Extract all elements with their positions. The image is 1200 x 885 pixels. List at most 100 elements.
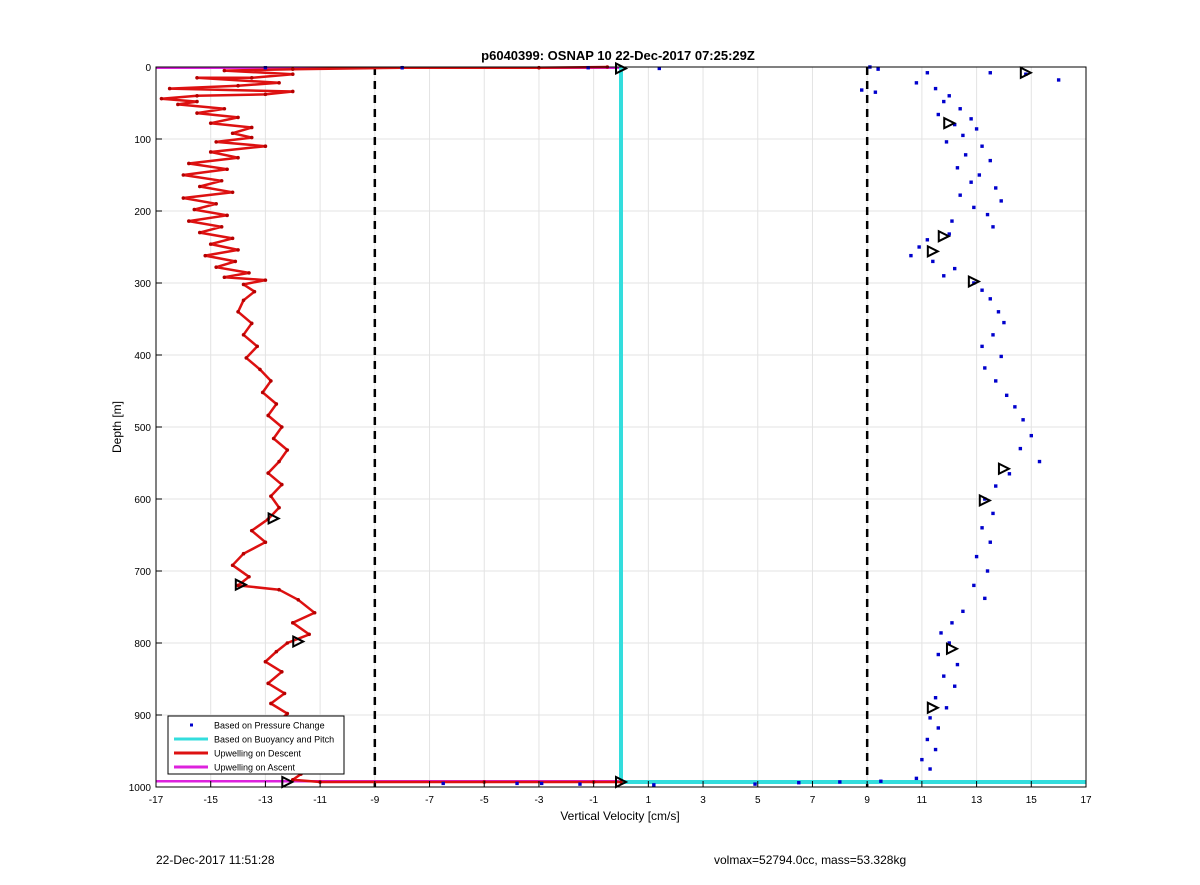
y-tick-label: 1000	[129, 783, 152, 794]
x-tick-label: -13	[258, 795, 273, 806]
y-tick-label: 700	[134, 567, 151, 578]
pressure-point	[999, 199, 1003, 203]
descent-point	[197, 184, 202, 189]
pressure-point	[876, 67, 880, 71]
descent-point	[214, 140, 218, 144]
y-tick-label: 200	[134, 207, 151, 218]
descent-point	[208, 150, 213, 154]
descent-point	[290, 72, 295, 76]
y-axis-label: Depth [m]	[110, 401, 124, 453]
x-tick-label: -17	[149, 795, 164, 806]
x-tick-label: -11	[313, 795, 327, 806]
pressure-point	[860, 88, 864, 92]
pressure-point	[947, 641, 951, 645]
pressure-point	[1037, 459, 1042, 464]
descent-point	[230, 190, 235, 195]
triangle-marker	[1019, 66, 1034, 80]
pressure-point	[994, 379, 998, 383]
descent-point	[230, 563, 235, 568]
pressure-point	[958, 193, 962, 197]
pressure-point	[939, 631, 943, 635]
descent-point	[187, 219, 191, 223]
descent-point	[269, 379, 273, 383]
axis-ticks: -17 -15 -13 -11 -9 -7 -5 -3 -1 1 3 5 7 9 11 13 15 1701002…	[129, 63, 1092, 806]
descent-point	[307, 632, 311, 637]
triangle-marker	[967, 274, 982, 289]
descent-point	[277, 459, 281, 464]
descent-point	[236, 310, 240, 314]
pressure-point	[974, 554, 979, 559]
descent-point	[266, 681, 270, 686]
pressure-point	[914, 81, 919, 85]
pressure-point	[980, 144, 984, 148]
descent-point	[280, 425, 284, 429]
y-tick-label: 400	[134, 351, 151, 362]
pressure-point	[1018, 446, 1023, 451]
descent-point	[219, 225, 224, 229]
descent-point	[263, 92, 268, 97]
descent-point	[263, 144, 268, 148]
pressure-point	[947, 232, 951, 236]
x-tick-label: 17	[1080, 795, 1092, 806]
pressure-point	[974, 127, 979, 131]
pressure-point	[994, 186, 998, 190]
descent-point	[249, 135, 254, 140]
descent-point	[222, 106, 227, 111]
descent-point	[296, 598, 301, 602]
y-tick-label: 800	[134, 639, 151, 650]
descent-point	[282, 691, 287, 696]
pressure-point	[988, 71, 992, 75]
triangle-marker	[234, 578, 249, 592]
pressure-point	[991, 511, 995, 516]
descent-point	[222, 275, 227, 280]
descent-point	[233, 259, 238, 264]
descent-point	[277, 587, 281, 592]
pressure-point	[797, 780, 801, 785]
descent-point	[277, 505, 281, 510]
pressure-point	[955, 166, 960, 170]
descent-point	[537, 65, 541, 70]
pressure-point	[999, 354, 1003, 359]
legend-label: Based on Buoyancy and Pitch	[214, 735, 334, 745]
triangle-marker	[292, 634, 306, 649]
pressure-point	[933, 747, 938, 752]
pressure-point	[539, 781, 544, 786]
legend-label: Upwelling on Descent	[214, 749, 302, 759]
legend-box	[167, 715, 345, 775]
descent-point	[236, 115, 240, 120]
pressure-point	[963, 153, 968, 157]
pressure-point	[988, 158, 992, 163]
y-tick-label: 900	[134, 711, 151, 722]
pressure-point	[958, 107, 962, 111]
descent-point	[236, 83, 240, 88]
legend: Based on Pressure Change Based on Buoyanc…	[167, 715, 345, 775]
pressure-point	[977, 173, 982, 177]
pressure-point	[980, 288, 984, 292]
pressure-point	[942, 674, 946, 678]
pressure-point	[931, 259, 935, 264]
pressure-point	[955, 662, 960, 667]
descent-point	[290, 89, 295, 94]
descent-point	[244, 356, 249, 360]
pressure-point	[1004, 393, 1009, 398]
pressure-point	[578, 782, 582, 786]
triangle-marker	[926, 244, 941, 258]
pressure-point	[400, 66, 404, 70]
pressure-point	[961, 609, 965, 614]
pressure-point	[936, 112, 940, 117]
pressure-point	[925, 71, 930, 75]
descent-point	[214, 265, 218, 269]
pressure-point	[925, 238, 930, 242]
descent-point	[274, 649, 279, 654]
pressure-point	[441, 781, 445, 786]
pressure-point	[1029, 433, 1033, 438]
descent-point	[236, 155, 240, 160]
triangle-marker	[978, 493, 993, 508]
y-tick-label: 600	[134, 495, 151, 506]
x-tick-label: -1	[589, 795, 598, 806]
pressure-point	[928, 716, 932, 720]
descent-point	[249, 125, 254, 130]
pressure-point	[928, 767, 932, 771]
x-tick-label: 1	[646, 795, 652, 806]
triangle-marker	[943, 116, 957, 130]
